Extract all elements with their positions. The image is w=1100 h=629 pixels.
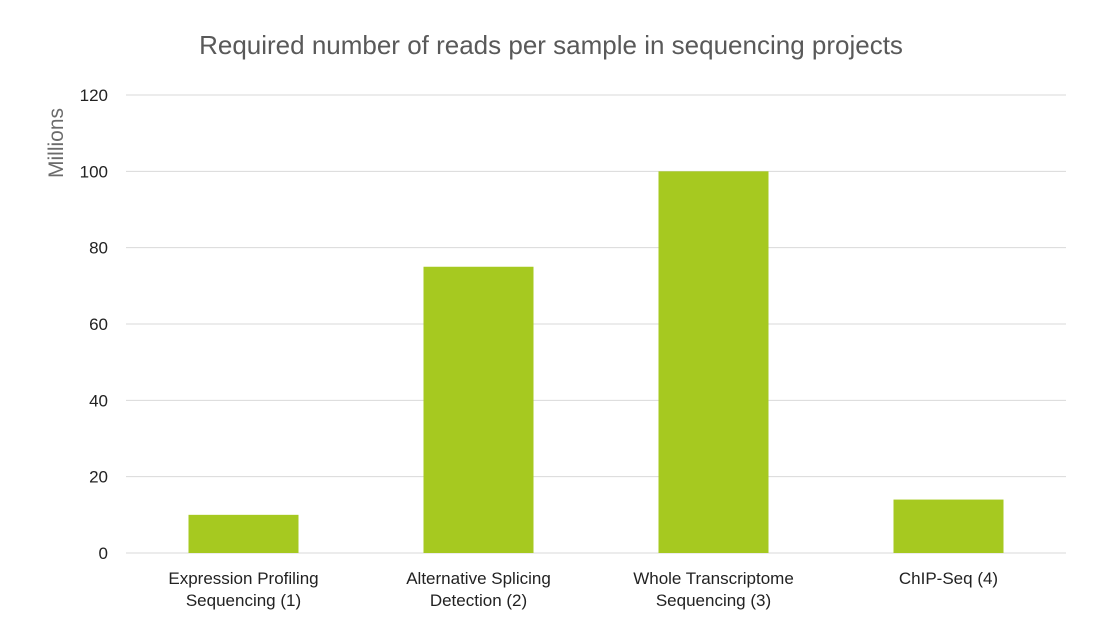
x-category-label-line: Detection (2) — [430, 591, 527, 610]
bar — [658, 171, 769, 554]
y-tick-label: 100 — [80, 162, 108, 181]
bar — [423, 266, 534, 553]
x-category-label: Alternative Splicing Detection (2) — [406, 569, 551, 610]
y-tick-label: 120 — [80, 86, 108, 105]
x-category-label-line: Expression Profiling — [168, 569, 318, 588]
bars — [188, 171, 1004, 554]
y-tick-label: 0 — [99, 544, 108, 563]
x-category-label-line: Sequencing (1) — [186, 591, 301, 610]
x-category-labels: Expression Profiling Sequencing (1) Altern… — [168, 569, 998, 610]
x-category-label: ChIP-Seq (4) — [899, 569, 998, 588]
y-tick-labels: 0 20 40 60 80 100 120 — [80, 86, 108, 563]
chart-title: Required number of reads per sample in s… — [199, 30, 903, 60]
gridlines — [126, 94, 1066, 554]
x-category-label: Expression Profiling Sequencing (1) — [168, 569, 318, 610]
y-tick-label: 20 — [89, 468, 108, 487]
bar — [893, 499, 1004, 553]
x-category-label-line: Alternative Splicing — [406, 569, 551, 588]
bar — [188, 514, 299, 553]
y-axis-label: Millions — [45, 108, 68, 178]
y-tick-label: 40 — [89, 391, 108, 410]
y-tick-label: 80 — [89, 239, 108, 258]
x-category-label-line: Sequencing (3) — [656, 591, 771, 610]
x-category-label-line: ChIP-Seq (4) — [899, 569, 998, 588]
y-tick-label: 60 — [89, 315, 108, 334]
x-category-label: Whole Transcriptome Sequencing (3) — [633, 569, 794, 610]
x-category-label-line: Whole Transcriptome — [633, 569, 794, 588]
